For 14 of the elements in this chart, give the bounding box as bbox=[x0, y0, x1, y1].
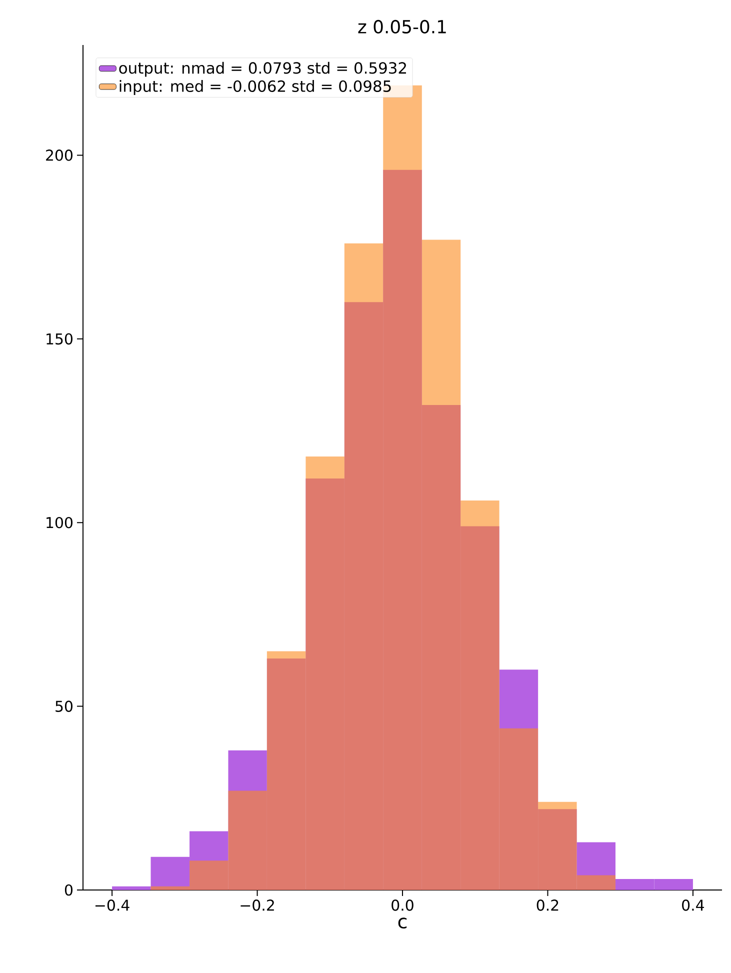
y-tick-label: 50 bbox=[56, 700, 72, 712]
x-tick-label: −0.4 bbox=[95, 900, 130, 911]
x-tick-label: 0.4 bbox=[682, 900, 704, 911]
x-axis-title: c bbox=[398, 918, 407, 929]
y-tick-label: 0 bbox=[64, 884, 72, 896]
x-tick-label: 0.0 bbox=[392, 900, 414, 911]
legend-label: input: med = -0.0062 std = 0.0985 bbox=[120, 80, 391, 96]
y-tick-label: 100 bbox=[46, 516, 72, 528]
x-tick-label: −0.2 bbox=[240, 900, 274, 911]
chart-title: z 0.05-0.1 bbox=[358, 20, 446, 34]
y-tick-label: 150 bbox=[46, 333, 72, 345]
y-tick-label: 200 bbox=[46, 150, 72, 161]
legend-label: output: nmad = 0.0793 std = 0.5932 bbox=[119, 62, 406, 77]
x-tick-label: 0.2 bbox=[536, 900, 558, 911]
